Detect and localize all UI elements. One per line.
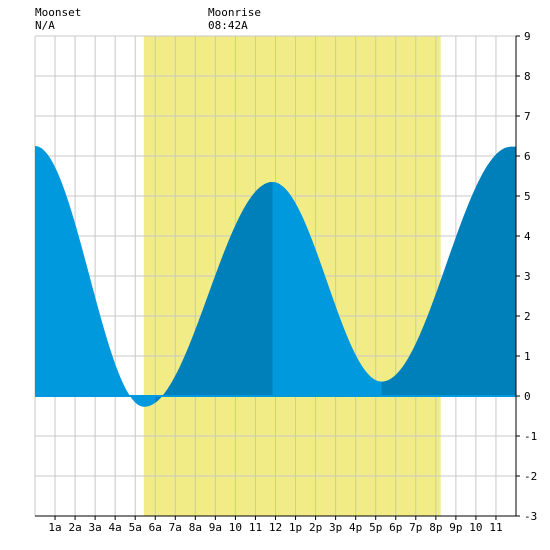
y-tick-label: 3: [524, 270, 531, 283]
x-tick-label: 2p: [309, 521, 322, 534]
x-tick-label: 9p: [449, 521, 462, 534]
x-tick-label: 1a: [48, 521, 61, 534]
x-tick-label: 4a: [109, 521, 122, 534]
x-tick-label: 11: [489, 521, 502, 534]
x-tick-label: 10: [229, 521, 242, 534]
x-tick-label: 8p: [429, 521, 442, 534]
x-tick-label: 3a: [89, 521, 102, 534]
y-tick-label: -3: [524, 510, 537, 523]
x-tick-label: 5p: [369, 521, 382, 534]
x-tick-label: 9a: [209, 521, 222, 534]
x-tick-label: 6a: [149, 521, 162, 534]
y-tick-label: 2: [524, 310, 531, 323]
moonset-time: N/A: [35, 19, 55, 32]
x-tick-label: 7a: [169, 521, 182, 534]
y-tick-label: 9: [524, 30, 531, 43]
x-tick-label: 3p: [329, 521, 342, 534]
x-tick-label: 5a: [129, 521, 142, 534]
x-tick-label: 2a: [68, 521, 81, 534]
y-tick-label: 5: [524, 190, 531, 203]
tide-area-shaded: [381, 146, 516, 396]
x-tick-label: 12: [269, 521, 282, 534]
y-tick-label: 1: [524, 350, 531, 363]
x-tick-label: 7p: [409, 521, 422, 534]
x-tick-label: 4p: [349, 521, 362, 534]
tide-area-shaded: [155, 182, 273, 403]
y-tick-label: 8: [524, 70, 531, 83]
x-tick-label: 10: [469, 521, 482, 534]
x-tick-label: 1p: [289, 521, 302, 534]
y-tick-label: 6: [524, 150, 531, 163]
y-tick-label: 7: [524, 110, 531, 123]
y-tick-label: -1: [524, 430, 537, 443]
y-tick-label: 4: [524, 230, 531, 243]
x-tick-label: 11: [249, 521, 262, 534]
moonrise-label: Moonrise: [208, 6, 261, 19]
moonset-label: Moonset: [35, 6, 82, 19]
y-tick-label: 0: [524, 390, 531, 403]
tide-area: [35, 146, 516, 407]
x-tick-label: 8a: [189, 521, 202, 534]
y-tick-label: -2: [524, 470, 537, 483]
moonrise-time: 08:42A: [208, 19, 248, 32]
x-tick-label: 6p: [389, 521, 402, 534]
